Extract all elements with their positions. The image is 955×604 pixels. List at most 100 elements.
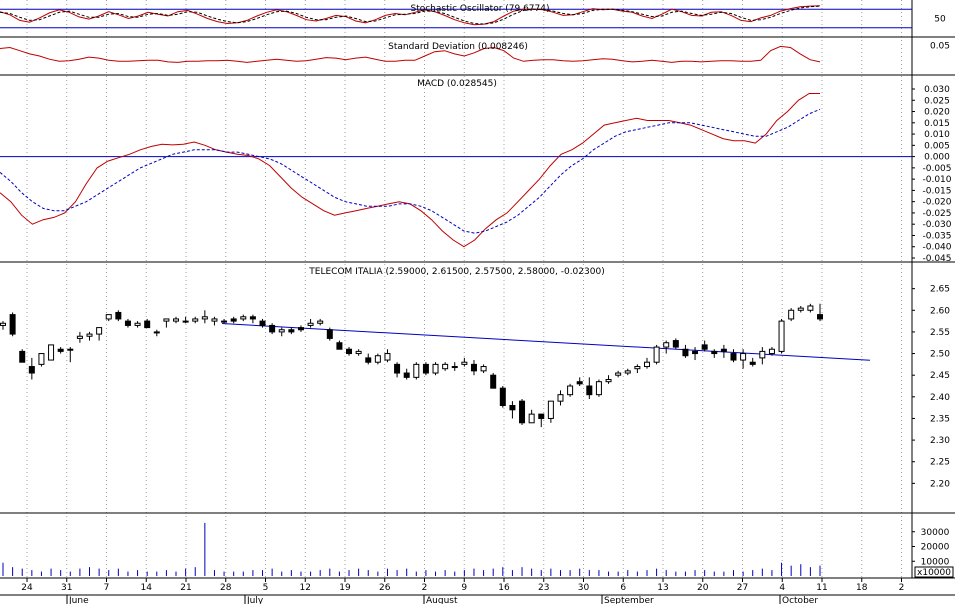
candle-body-up [384,353,391,361]
price-candle [413,362,420,380]
price-candle [509,401,516,419]
candle-body-down [336,342,343,350]
price-candle [624,368,631,376]
price-candle [615,370,622,378]
candle-body-up [643,361,650,368]
price-candle [346,347,353,356]
candle-body-down [720,348,727,352]
candle-body-up [192,318,199,322]
x-day-label: 23 [538,583,549,593]
x-day-label: 26 [379,583,391,593]
price-candle [759,347,766,365]
x-day-label: 28 [220,583,232,593]
candle-body-up [307,322,314,326]
price-candle [740,349,747,369]
candle-body-up [778,320,785,352]
candle-body-up [461,361,468,365]
price-candle [788,308,795,322]
price-candle [682,344,689,358]
price-candle [249,314,256,324]
candle-body-up [48,344,55,361]
candle-body-up [788,309,795,320]
macd-y-tick: 0.005 [924,141,950,151]
macd-title: MACD (0.028545) [417,79,497,89]
candle-body-down [499,387,506,406]
macd-y-tick: 0.010 [924,130,950,140]
candle-body-down [711,350,718,355]
price-y-tick: 2.20 [930,479,950,489]
price-candle [57,347,64,354]
candle-body-up [240,316,247,320]
price-candle [711,349,718,358]
price-candle [134,321,141,328]
candle-body-up [201,316,208,320]
price-candle [730,349,737,363]
candle-body-down [672,340,679,348]
candle-body-down [692,350,699,355]
price-candle [269,323,276,335]
price-candle [326,327,333,341]
x-month-label: June [68,596,89,604]
x-day-label: 7 [104,583,110,593]
macd-y-tick: -0.030 [922,220,951,230]
candle-body-up [768,348,775,355]
price-candle [557,390,564,406]
candle-body-down [9,314,16,335]
price-candle [28,357,35,380]
price-y-tick: 2.40 [930,393,950,403]
candle-body-down [57,348,64,352]
price-candle [394,362,401,378]
price-candle [307,318,314,328]
candle-body-down [269,324,276,333]
candle-body-up [567,385,574,396]
price-y-tick: 2.25 [930,458,950,468]
price-candle [115,310,122,322]
candle-body-down [124,320,131,326]
price-candle [38,353,45,367]
price-candle [192,316,199,324]
price-candle [470,360,477,376]
price-candle [76,331,83,343]
candle-body-down [19,350,26,363]
price-candle [86,331,93,341]
x-day-label: 6 [620,583,626,593]
x-day-label: 5 [263,583,269,593]
x-day-label: 27 [737,583,748,593]
price-candle [278,327,285,337]
macd-y-tick: -0.040 [922,243,951,253]
candle-body-up [221,320,228,323]
candle-body-up [355,350,362,355]
price-candle [288,327,295,335]
candle-body-down [490,374,497,389]
candle-body-down [249,316,256,320]
price-candle [173,316,180,324]
stochastic-title: Stochastic Oscillator (79.6774) [410,4,549,14]
price-candle [634,364,641,374]
candle-body-up [547,400,554,419]
price-candle [442,362,449,371]
macd-y-tick: 0.000 [924,153,950,163]
x-day-label: 21 [180,583,191,593]
x-month-label: September [604,596,654,604]
price-candle [19,349,26,363]
price-candle [720,344,727,358]
volume-y-tick: 30000 [921,528,950,538]
volume-y-tick: 20000 [921,543,950,553]
candle-body-up [67,348,74,351]
price-candle [605,375,612,384]
price-y-tick: 2.50 [930,350,950,360]
x-day-label: 24 [21,583,33,593]
candle-body-down [28,366,35,374]
volume-y-tick: 10000 [921,557,950,567]
candle-body-up [653,346,660,363]
candle-body-up [211,318,218,322]
macd-y-tick: -0.010 [922,175,951,185]
price-candle [519,398,526,425]
candle-body-down [519,400,526,424]
candle-body-down [403,372,410,378]
price-candle [182,316,189,324]
price-candle [547,400,554,423]
price-candle [643,357,650,369]
candle-body-up [759,350,766,359]
price-candle [451,362,458,371]
